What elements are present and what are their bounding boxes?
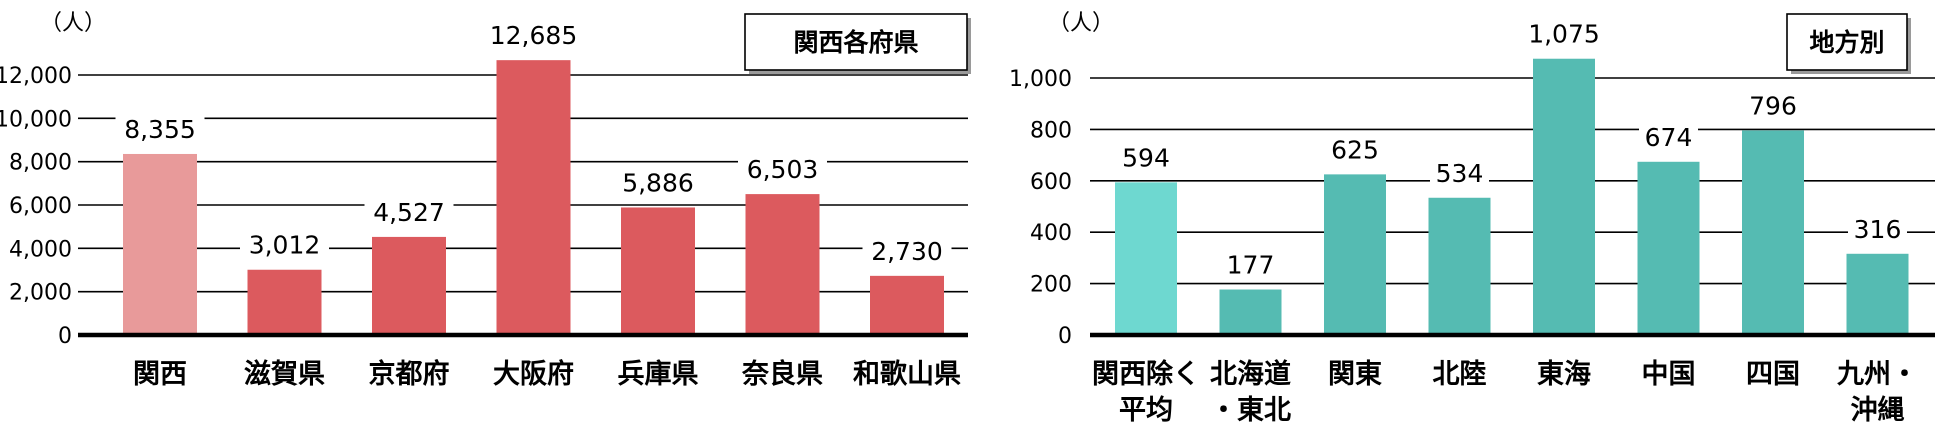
y-tick-label: 0 <box>1058 324 1072 349</box>
y-axis-unit: （人） <box>1048 11 1114 36</box>
data-label: 316 <box>1854 215 1902 244</box>
bar <box>1637 161 1700 335</box>
bar <box>496 60 571 336</box>
x-category-label: 関西除く <box>1092 358 1200 390</box>
data-label-background <box>1116 142 1176 173</box>
data-label: 2,730 <box>871 237 943 266</box>
x-category-label: 平均 <box>1119 395 1173 426</box>
data-label-background <box>1221 249 1280 280</box>
data-label: 6,503 <box>747 155 819 184</box>
bar <box>621 207 695 335</box>
data-label: 1,075 <box>1528 20 1600 49</box>
y-tick-label: 1,000 <box>1009 67 1072 92</box>
data-label-background <box>481 20 586 51</box>
x-category-label: 奈良県 <box>741 358 823 390</box>
y-tick-label: 6,000 <box>9 194 72 219</box>
x-category-label: 大阪府 <box>493 358 574 390</box>
data-label-background <box>738 154 827 185</box>
chart-title: 関西各府県 <box>793 28 918 57</box>
x-category-label: 和歌山県 <box>853 359 961 390</box>
bar <box>745 194 820 335</box>
x-category-label: 関東 <box>1328 359 1382 390</box>
bar <box>1428 197 1491 335</box>
y-tick-label: 10,000 <box>0 107 72 132</box>
data-label-background <box>613 167 703 198</box>
y-tick-label: 600 <box>1030 170 1072 195</box>
x-category-label: 関西 <box>133 359 187 390</box>
bar <box>870 275 944 335</box>
y-tick-label: 0 <box>58 324 72 349</box>
data-label: 625 <box>1331 135 1379 164</box>
data-label-background <box>1743 90 1803 121</box>
y-tick-label: 800 <box>1030 118 1072 143</box>
y-tick-label: 400 <box>1030 221 1072 246</box>
data-label: 5,886 <box>622 168 694 197</box>
bar <box>372 236 446 335</box>
data-label: 594 <box>1122 143 1170 172</box>
bar <box>123 153 197 335</box>
bar <box>1846 253 1909 335</box>
data-label: 12,685 <box>490 21 577 50</box>
bar <box>1115 182 1177 335</box>
title-box <box>744 13 968 71</box>
x-category-label: 滋賀県 <box>244 359 325 390</box>
data-label-background <box>1325 134 1385 165</box>
data-label-background <box>364 196 454 227</box>
data-label: 4,527 <box>373 198 445 227</box>
y-tick-label: 2,000 <box>9 281 72 306</box>
y-tick-label: 12,000 <box>0 64 72 89</box>
data-label: 8,355 <box>124 115 196 144</box>
bar <box>1533 58 1595 335</box>
data-label-background <box>240 229 329 260</box>
data-label-background <box>1519 18 1609 49</box>
prefecture-chart-panel: 0 2,000 4,000 6,000 8,000 10,000 12,000 8,355 3,… <box>0 11 971 390</box>
x-category-label: 東海 <box>1537 359 1591 390</box>
x-category-label: 北海道 <box>1210 358 1291 390</box>
x-category-label: 沖縄 <box>1851 395 1905 426</box>
data-label: 3,012 <box>249 231 321 260</box>
data-label-background <box>1430 157 1489 188</box>
data-label-background <box>1848 213 1907 244</box>
x-category-label: 九州・ <box>1837 359 1918 390</box>
bar <box>1742 130 1804 335</box>
y-axis-unit: （人） <box>40 11 106 36</box>
data-label: 177 <box>1227 251 1275 280</box>
x-category-label: 京都府 <box>369 358 450 390</box>
chart-title: 地方別 <box>1809 28 1884 57</box>
y-tick-label: 4,000 <box>9 237 72 262</box>
bar <box>1324 174 1386 335</box>
region-chart-panel: 0 200 400 600 800 1,000 594 177 625 534 1,075 674 79… <box>1009 11 1935 426</box>
bar <box>1219 289 1282 335</box>
data-label-background <box>1639 121 1698 152</box>
x-category-label: 北陸 <box>1433 359 1487 390</box>
bar <box>247 269 322 335</box>
x-category-label: 四国 <box>1746 359 1800 390</box>
title-box <box>1786 13 1908 71</box>
data-label: 796 <box>1749 91 1797 120</box>
x-category-label: ・東北 <box>1210 395 1291 426</box>
y-tick-label: 8,000 <box>9 151 72 176</box>
x-category-label: 中国 <box>1642 359 1696 390</box>
data-label-background <box>115 113 205 144</box>
data-label: 674 <box>1645 123 1693 152</box>
y-tick-label: 200 <box>1030 273 1072 298</box>
data-label-background <box>862 235 952 266</box>
data-label: 534 <box>1436 159 1484 188</box>
x-category-label: 兵庫県 <box>618 359 699 390</box>
